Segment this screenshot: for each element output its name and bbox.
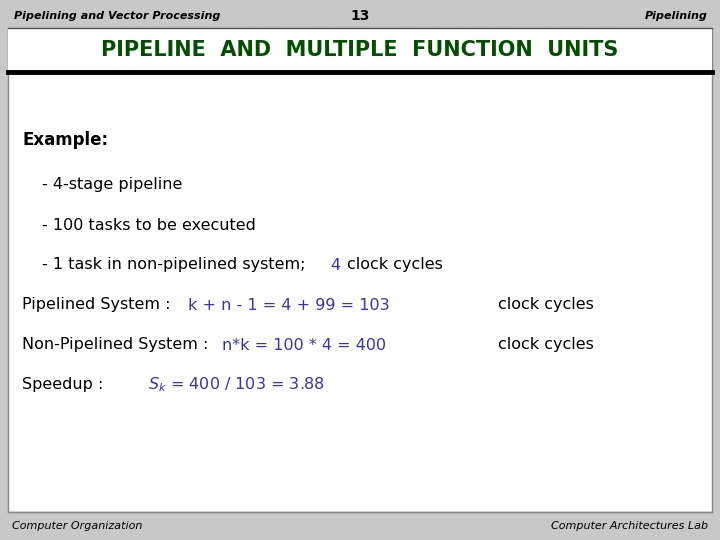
- Text: Example:: Example:: [22, 131, 108, 149]
- Text: $S_k$ = 400 / 103 = 3.88: $S_k$ = 400 / 103 = 3.88: [148, 376, 325, 394]
- Text: 4: 4: [330, 258, 340, 273]
- Text: 13: 13: [351, 9, 369, 23]
- Text: Pipelining: Pipelining: [645, 11, 708, 21]
- Bar: [8, 28, 712, 72]
- Text: k + n - 1 = 4 + 99 = 103: k + n - 1 = 4 + 99 = 103: [188, 298, 390, 313]
- Text: Speedup :: Speedup :: [22, 377, 104, 393]
- Text: clock cycles: clock cycles: [498, 298, 594, 313]
- Text: - 1 task in non-pipelined system;: - 1 task in non-pipelined system;: [42, 258, 305, 273]
- Text: Pipelined System :: Pipelined System :: [22, 298, 171, 313]
- Text: Computer Architectures Lab: Computer Architectures Lab: [551, 521, 708, 531]
- Text: clock cycles: clock cycles: [498, 338, 594, 353]
- Text: - 4-stage pipeline: - 4-stage pipeline: [42, 178, 182, 192]
- Text: - 100 tasks to be executed: - 100 tasks to be executed: [42, 218, 256, 233]
- Text: PIPELINE  AND  MULTIPLE  FUNCTION  UNITS: PIPELINE AND MULTIPLE FUNCTION UNITS: [102, 40, 618, 60]
- FancyBboxPatch shape: [8, 28, 712, 512]
- Text: Computer Organization: Computer Organization: [12, 521, 143, 531]
- Text: clock cycles: clock cycles: [347, 258, 443, 273]
- Text: n*k = 100 * 4 = 400: n*k = 100 * 4 = 400: [222, 338, 386, 353]
- Text: Non-Pipelined System :: Non-Pipelined System :: [22, 338, 208, 353]
- Text: Pipelining and Vector Processing: Pipelining and Vector Processing: [14, 11, 220, 21]
